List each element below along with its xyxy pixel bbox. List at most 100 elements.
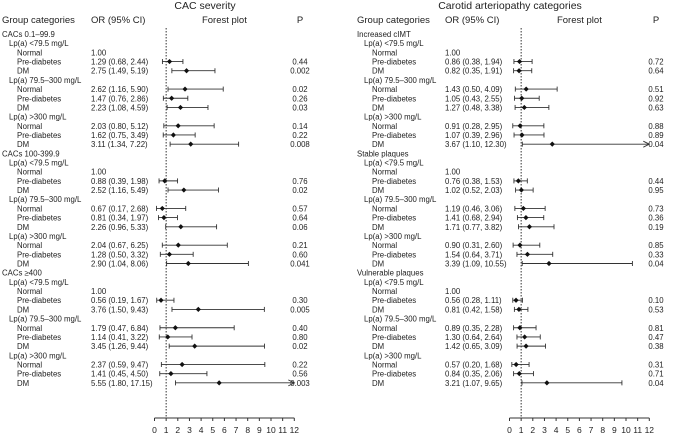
- category-label: Pre-diabetes: [372, 58, 416, 67]
- or-ci-value: 2.26 (0.96, 5.33): [91, 223, 149, 232]
- point-estimate-marker: [516, 68, 522, 74]
- or-ci-value: 2.04 (0.67, 6.25): [91, 241, 149, 250]
- point-estimate-marker: [519, 132, 525, 138]
- p-value: 0.06: [292, 223, 307, 232]
- or-ci-value: 0.88 (0.39, 1.98): [91, 177, 149, 186]
- category-label: Normal: [372, 324, 397, 333]
- p-value: 0.008: [290, 140, 310, 149]
- x-tick-label: 7: [589, 425, 594, 435]
- forest-plot-header: Forest plot: [557, 15, 602, 26]
- forest-plot-header: Forest plot: [202, 15, 247, 26]
- x-tick-label: 0: [507, 425, 512, 435]
- point-estimate-marker: [515, 178, 521, 184]
- x-tick-label: 11: [278, 425, 287, 435]
- p-value: 0.005: [290, 305, 310, 314]
- point-estimate-marker: [516, 58, 523, 65]
- lpa-subheading: Lp(a) >300 mg/L: [364, 113, 422, 122]
- point-estimate-marker: [549, 141, 555, 147]
- p-value: 0.60: [292, 250, 308, 259]
- p-value: 0.72: [648, 58, 663, 67]
- p-value: 0.10: [648, 296, 664, 305]
- point-estimate-marker: [188, 141, 194, 147]
- x-tick-label: 3: [187, 425, 192, 435]
- p-value: 0.38: [648, 342, 663, 351]
- point-estimate-marker: [158, 297, 164, 303]
- category-label: DM: [17, 260, 29, 269]
- p-value: 0.30: [292, 296, 308, 305]
- or-ci-value: 0.67 (0.17, 2.68): [91, 204, 149, 213]
- p-value: 0.81: [648, 324, 663, 333]
- or-ci-value: 1.05 (0.43, 2.55): [445, 94, 503, 103]
- x-tick-label: 0: [152, 425, 157, 435]
- x-tick-label: 6: [222, 425, 227, 435]
- or-ci-value: 1.28 (0.50, 3.32): [91, 250, 149, 259]
- p-value: 0.71: [648, 370, 663, 379]
- category-label: Pre-diabetes: [372, 250, 416, 259]
- point-estimate-marker: [159, 205, 165, 212]
- or-ci-value: 0.89 (0.35, 2.28): [445, 324, 503, 333]
- point-estimate-marker: [513, 297, 519, 303]
- lpa-subheading: Lp(a) 79.5–300 mg/L: [9, 195, 82, 204]
- or-ci-header: OR (95% CI): [445, 15, 499, 26]
- or-ci-value: 0.56 (0.28, 1.11): [445, 296, 502, 305]
- point-estimate-marker: [516, 371, 522, 377]
- x-tick-label: 8: [600, 425, 605, 435]
- category-label: DM: [372, 260, 384, 269]
- lpa-subheading: Lp(a) <79.5 mg/L: [364, 159, 424, 168]
- category-label: Pre-diabetes: [17, 370, 61, 379]
- lpa-subheading: Lp(a) >300 mg/L: [9, 113, 67, 122]
- point-estimate-marker: [166, 251, 173, 257]
- or-ci-value: 0.76 (0.38, 1.53): [445, 177, 503, 186]
- category-label: Normal: [17, 122, 42, 131]
- point-estimate-marker: [185, 260, 191, 267]
- p-value: 0.22: [292, 360, 307, 369]
- p-value: 0.89: [648, 131, 663, 140]
- point-estimate-marker: [182, 86, 188, 92]
- or-ci-value: 1.02 (0.52, 2.03): [445, 186, 503, 195]
- lpa-subheading: Lp(a) 79.5–300 mg/L: [9, 76, 82, 85]
- point-estimate-marker: [523, 343, 529, 349]
- group-heading: Increased cIMT: [357, 30, 411, 39]
- group-categories-header: Group categories: [2, 15, 75, 26]
- p-value: 0.02: [292, 186, 307, 195]
- category-label: Pre-diabetes: [372, 370, 416, 379]
- category-label: Pre-diabetes: [372, 333, 416, 342]
- x-tick-label: 5: [210, 425, 215, 435]
- p-value: 0.002: [290, 67, 310, 76]
- point-estimate-marker: [513, 361, 519, 368]
- or-ci-value: 1.00: [445, 48, 461, 57]
- x-tick-label: 4: [554, 425, 559, 435]
- point-estimate-marker: [517, 123, 523, 129]
- category-label: Normal: [372, 85, 397, 94]
- category-label: Normal: [372, 360, 397, 369]
- lpa-subheading: Lp(a) <79.5 mg/L: [9, 278, 69, 287]
- p-value: 0.73: [648, 204, 663, 213]
- p-value: 0.02: [292, 342, 307, 351]
- lpa-subheading: Lp(a) >300 mg/L: [364, 232, 422, 241]
- lpa-subheading: Lp(a) >300 mg/L: [364, 351, 422, 360]
- lpa-subheading: Lp(a) 79.5–300 mg/L: [364, 195, 437, 204]
- group-heading: CACs 0.1–99.9: [2, 30, 55, 39]
- or-ci-value: 2.23 (1.08, 4.59): [91, 103, 149, 112]
- or-ci-value: 5.55 (1.80, 17.15): [91, 379, 153, 388]
- p-value: 0.04: [648, 260, 664, 269]
- point-estimate-marker: [170, 132, 176, 138]
- lpa-subheading: Lp(a) >300 mg/L: [9, 232, 67, 241]
- category-label: DM: [17, 342, 29, 351]
- p-value: 0.26: [292, 94, 307, 103]
- category-label: DM: [372, 379, 384, 388]
- lpa-subheading: Lp(a) <79.5 mg/L: [364, 278, 424, 287]
- category-label: Pre-diabetes: [372, 214, 416, 223]
- or-ci-value: 1.29 (0.68, 2.44): [91, 58, 149, 67]
- category-label: Normal: [17, 324, 42, 333]
- category-label: Normal: [372, 122, 397, 131]
- or-ci-value: 1.42 (0.65, 3.09): [445, 342, 503, 351]
- p-value: 0.51: [648, 85, 663, 94]
- or-ci-value: 3.76 (1.50, 9.43): [91, 305, 149, 314]
- x-tick-label: 12: [290, 425, 300, 435]
- p-value: 0.04: [648, 140, 664, 149]
- or-ci-value: 1.54 (0.64, 3.71): [445, 250, 503, 259]
- p-value: 0.02: [292, 85, 307, 94]
- p-value: 0.92: [648, 94, 663, 103]
- x-tick-label: 11: [633, 425, 642, 435]
